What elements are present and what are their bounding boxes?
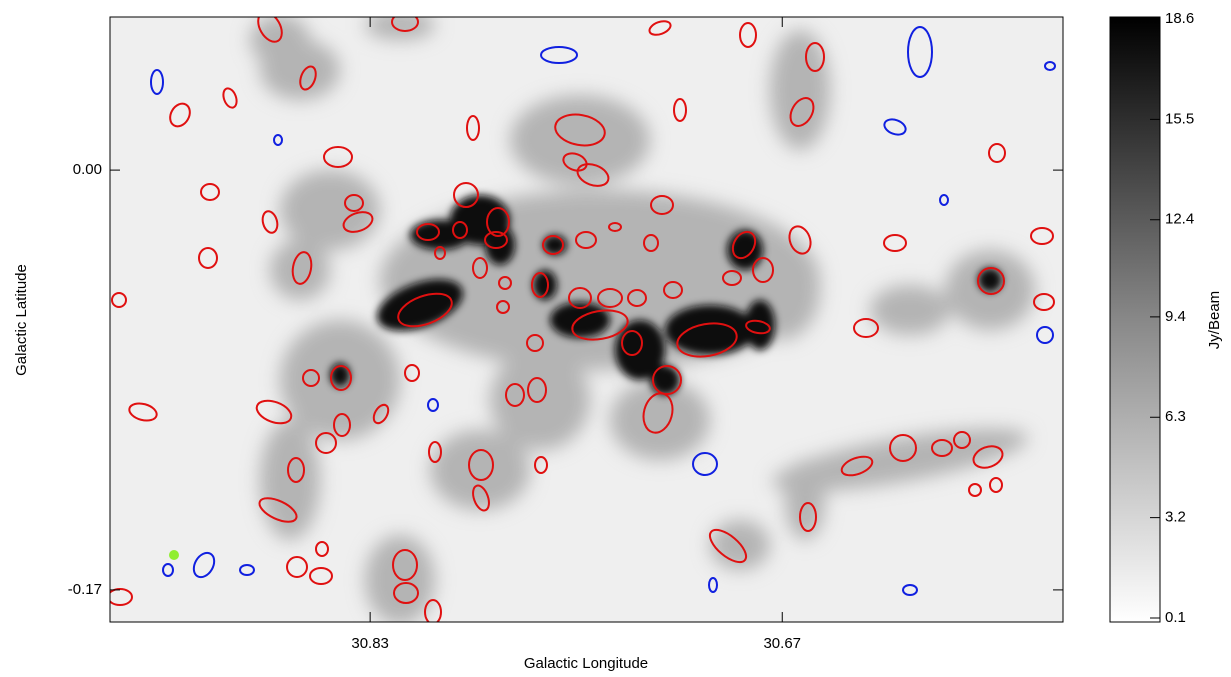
x-axis-label: Galactic Longitude: [524, 655, 648, 672]
colorbar-tick-label: 3.2: [1165, 509, 1186, 526]
colorbar-tick-label: 12.4: [1165, 211, 1194, 228]
colorbar-tick-label: 0.1: [1165, 609, 1186, 626]
colorbar-tick-label: 6.3: [1165, 408, 1186, 425]
y-axis-label: Galactic Latitude: [13, 264, 30, 376]
y-tick-label: 0.00: [73, 161, 102, 178]
x-tick-label: 30.67: [763, 635, 801, 652]
y-tick-label: -0.17: [68, 581, 102, 598]
sky-map: [110, 17, 1063, 622]
source-ellipses: [110, 17, 1056, 622]
colorbar-tick-label: 15.5: [1165, 110, 1194, 127]
x-tick-label: 30.83: [351, 635, 389, 652]
colorbar-tick-label: 9.4: [1165, 308, 1186, 325]
colorbar-tick-label: 18.6: [1165, 10, 1194, 27]
plot-frame: [109, 16, 1064, 623]
colorbar-label: Jy/Beam: [1206, 291, 1223, 349]
colorbar: [1109, 16, 1161, 623]
